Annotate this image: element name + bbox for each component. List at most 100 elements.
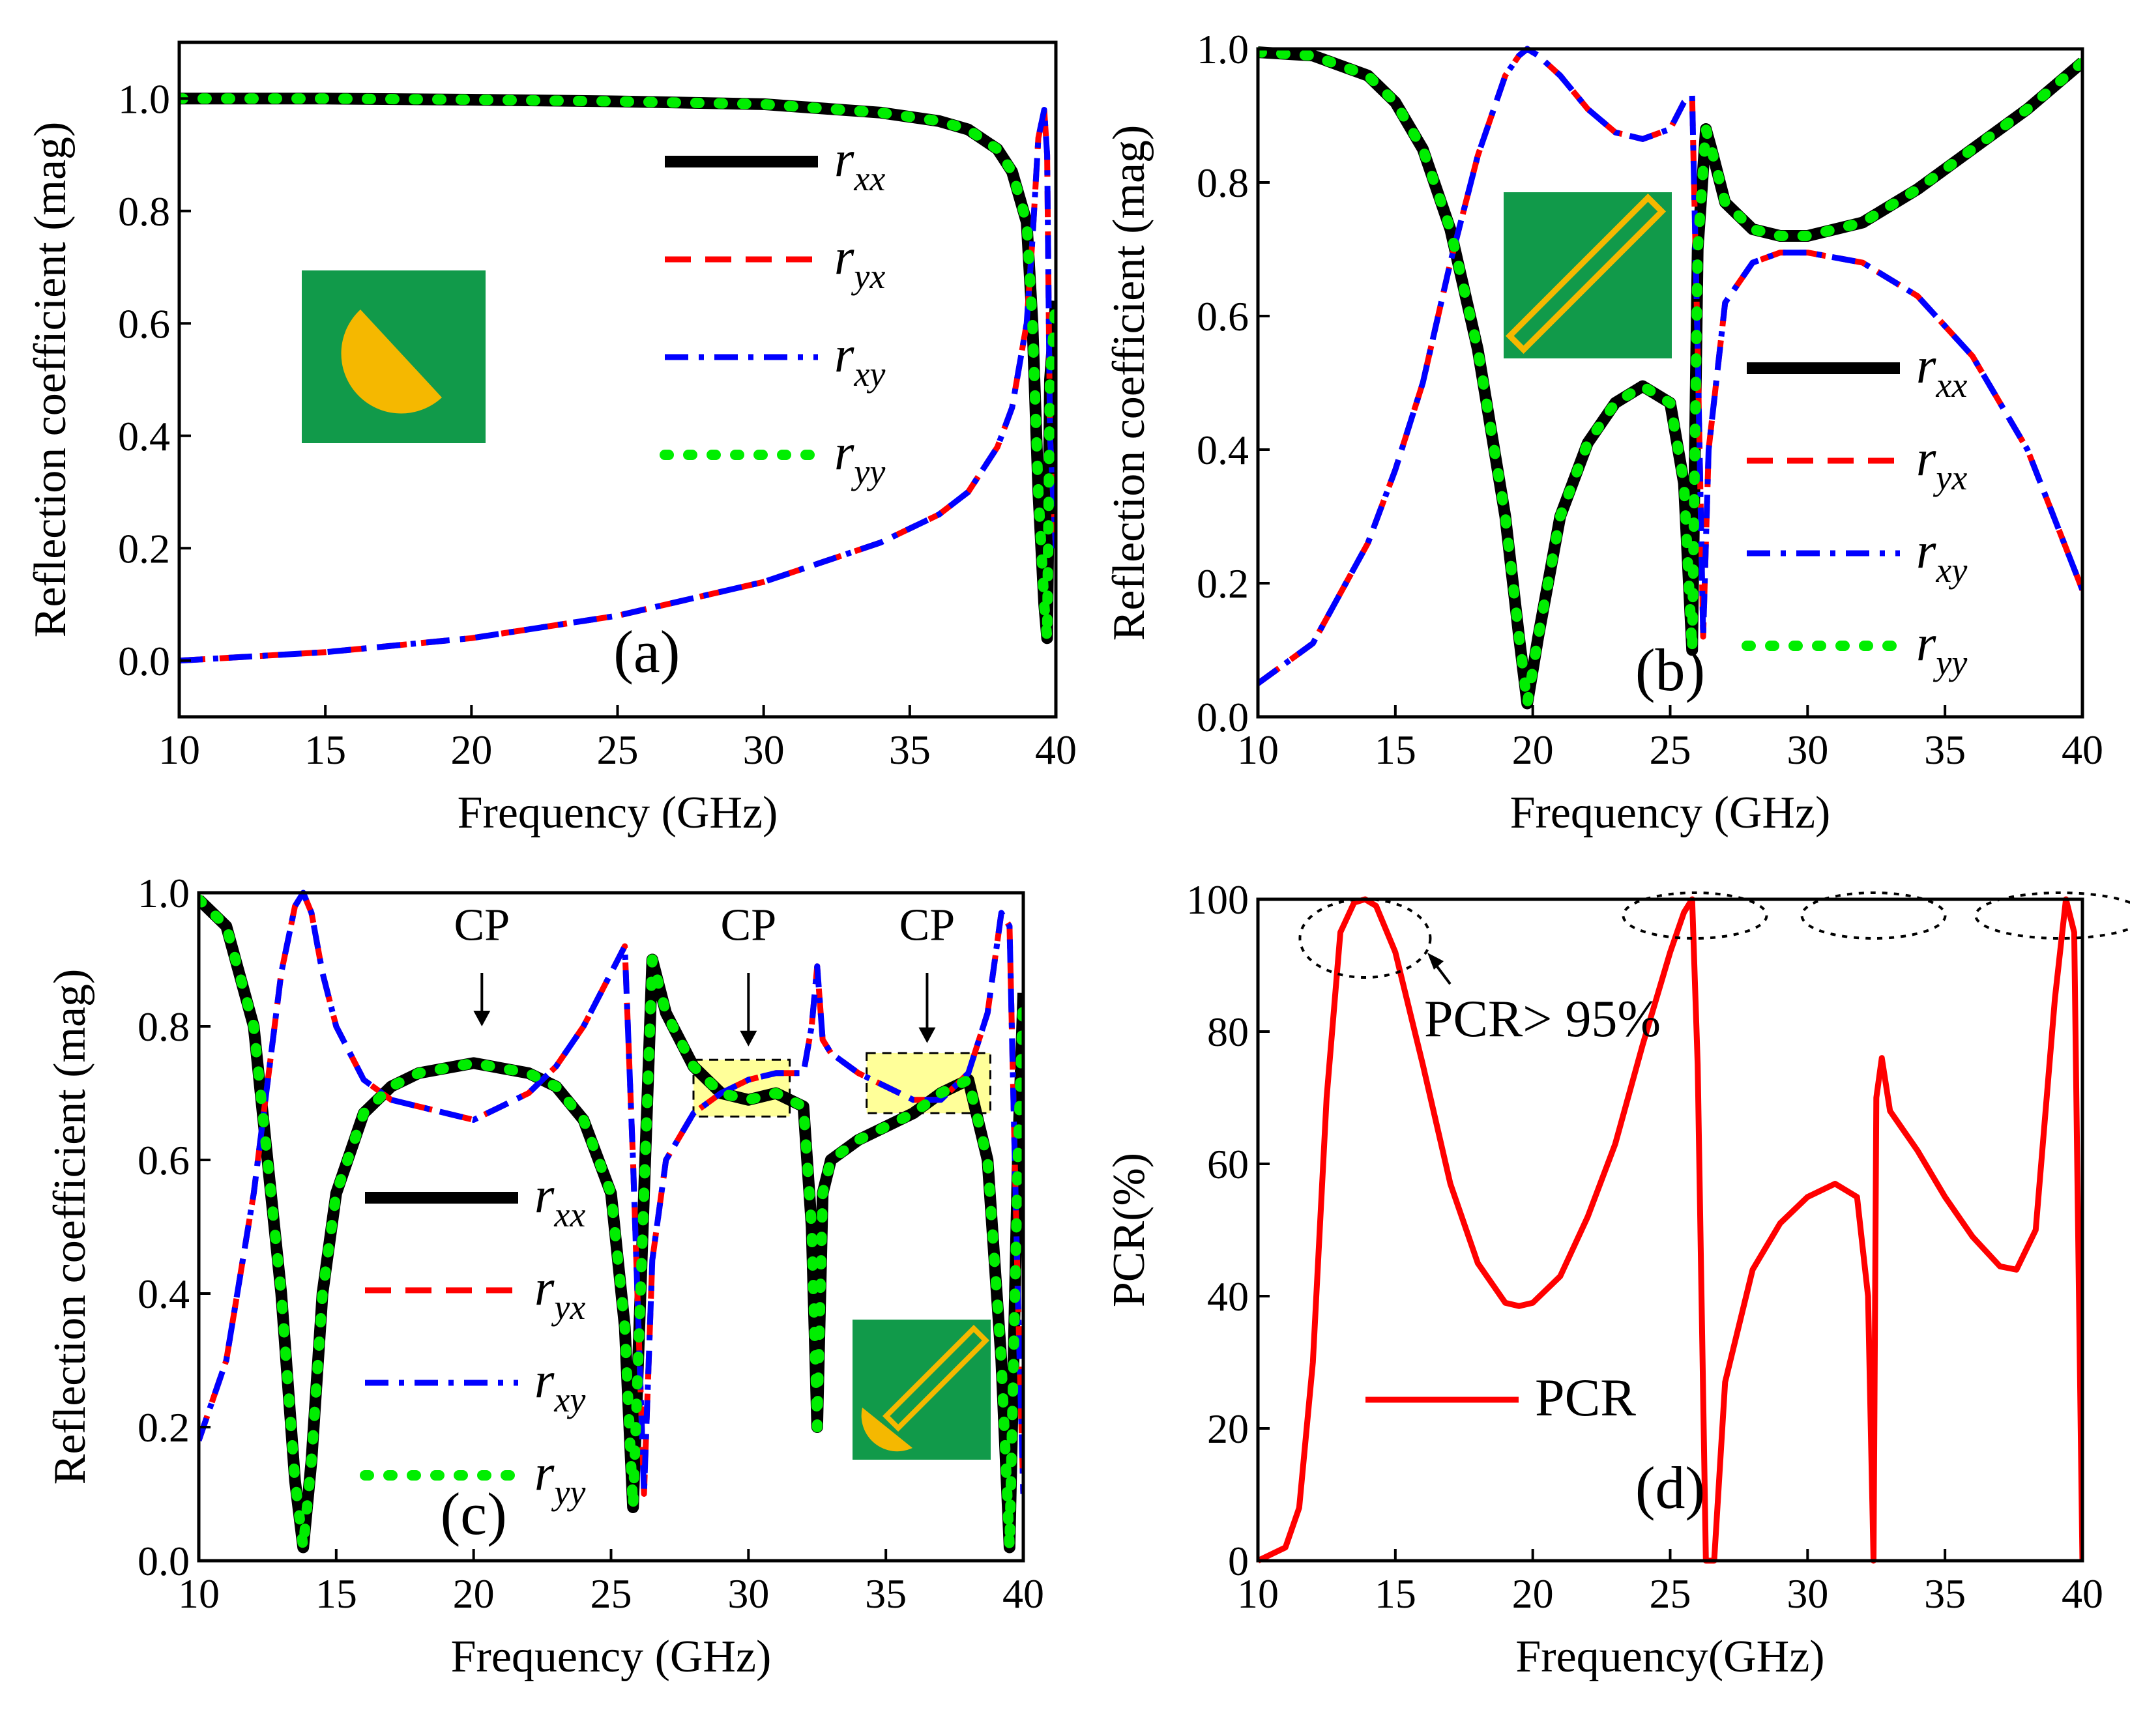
cp-label: CP xyxy=(899,901,956,951)
panel-label: (a) xyxy=(613,618,680,685)
peak-ellipse xyxy=(1974,891,2130,940)
x-tick-label: 20 xyxy=(453,1570,495,1617)
chart-panel-3: 10 15 20 25 30 35 40 0.0 0.2 0.4 0.6 0.8 1.0 Frequenc… xyxy=(45,870,1044,1682)
x-tick-label: 30 xyxy=(743,727,785,773)
series-line-r_xy xyxy=(1258,46,2082,686)
x-tick-label: 30 xyxy=(1787,727,1828,773)
inset-ring xyxy=(882,1324,990,1432)
x-tick-label: 15 xyxy=(315,1570,357,1617)
y-tick-label: 60 xyxy=(1207,1141,1249,1187)
y-tick-label: 0.6 xyxy=(1197,293,1249,340)
legend-label-r_xy: rxy xyxy=(1916,522,1967,590)
y-tick-label: 20 xyxy=(1207,1406,1249,1452)
y-tick-label: 0.0 xyxy=(138,1538,190,1584)
cp-arrow-head xyxy=(473,1011,491,1026)
cp-label: CP xyxy=(721,901,777,951)
x-tick-label: 10 xyxy=(1237,1570,1279,1617)
x-tick-label: 10 xyxy=(158,727,200,773)
x-tick-label: 40 xyxy=(2062,1570,2103,1617)
legend-base: r xyxy=(834,228,854,285)
y-tick-label: 1.0 xyxy=(138,870,190,916)
y-axis-label: Reflection coefficient (mag) xyxy=(1104,125,1154,641)
x-tick-label: 25 xyxy=(1650,1570,1691,1617)
legend-label-r_yy: ryy xyxy=(534,1444,585,1512)
peak-ellipse xyxy=(1800,891,1947,940)
legend-subscript: yy xyxy=(1933,643,1967,682)
x-axis-label: Frequency (GHz) xyxy=(451,1632,772,1682)
cp-label: CP xyxy=(454,901,510,951)
y-tick-label: 0.2 xyxy=(1197,560,1249,607)
legend-base: r xyxy=(534,1444,555,1501)
legend-subscript: yy xyxy=(851,452,885,491)
chart-panel-1: 10 15 20 25 30 35 40 0.0 0.2 0.4 0.6 0.8 1.0 Frequenc… xyxy=(25,40,1077,838)
y-tick-label: 0.8 xyxy=(1197,160,1249,206)
x-tick-label: 25 xyxy=(591,1570,632,1617)
legend-subscript: yx xyxy=(1933,458,1967,497)
x-tick-label: 20 xyxy=(1512,1570,1554,1617)
y-tick-label: 0 xyxy=(1228,1538,1249,1584)
peak-ellipse xyxy=(1298,898,1432,979)
x-tick-label: 35 xyxy=(1924,727,1966,773)
cp-arrow-head xyxy=(918,1027,936,1043)
inset-ring xyxy=(1505,193,1667,354)
legend-subscript: xy xyxy=(553,1380,585,1419)
inset-half-disk xyxy=(341,310,442,414)
legend-subscript: xx xyxy=(553,1195,585,1234)
series-line-r_yy xyxy=(199,894,1023,1553)
series-line-r_xy xyxy=(179,107,1056,664)
legend-base: r xyxy=(1916,337,1936,394)
x-tick-label: 35 xyxy=(865,1570,907,1617)
x-axis-label: Frequency (GHz) xyxy=(1510,788,1831,838)
x-tick-label: 40 xyxy=(1035,727,1077,773)
legend-subscript: xx xyxy=(853,159,885,198)
y-tick-label: 0.4 xyxy=(138,1271,190,1317)
x-tick-label: 10 xyxy=(1237,727,1279,773)
series-line-r_yx xyxy=(199,890,1023,1497)
legend-subscript: xx xyxy=(1935,366,1967,405)
legend-base: r xyxy=(1916,429,1936,486)
y-tick-label: 0.8 xyxy=(118,188,170,235)
pcr-annotation: PCR> 95% xyxy=(1424,991,1661,1048)
legend-base: r xyxy=(534,1352,555,1408)
panel-label: (c) xyxy=(441,1481,507,1547)
x-tick-label: 15 xyxy=(1375,1570,1416,1617)
legend-label-r_xy: rxy xyxy=(834,326,885,394)
x-tick-label: 20 xyxy=(1512,727,1554,773)
legend-label-r_yx: ryx xyxy=(534,1259,585,1327)
x-tick-label: 20 xyxy=(450,727,492,773)
inset-half-disk xyxy=(861,1408,912,1452)
x-tick-label: 10 xyxy=(178,1570,220,1617)
legend-label-r_xx: rxx xyxy=(534,1166,585,1234)
y-tick-label: 0.8 xyxy=(138,1004,190,1050)
x-tick-label: 35 xyxy=(1924,1570,1966,1617)
y-tick-label: 0.6 xyxy=(138,1137,190,1183)
legend-label-pcr: PCR xyxy=(1535,1368,1636,1427)
y-tick-label: 0.2 xyxy=(138,1404,190,1451)
peak-ellipse xyxy=(1622,891,1768,940)
x-tick-label: 40 xyxy=(1002,1570,1044,1617)
legend-label-r_xx: rxx xyxy=(1916,337,1967,405)
y-tick-label: 40 xyxy=(1207,1273,1249,1320)
legend-label-r_yy: ryy xyxy=(834,424,885,491)
x-tick-label: 25 xyxy=(1650,727,1691,773)
legend-base: r xyxy=(534,1259,555,1316)
annotation-arrow-head xyxy=(1427,953,1444,970)
y-tick-label: 0.0 xyxy=(1197,694,1249,740)
y-tick-label: 0.4 xyxy=(118,413,170,459)
legend-label-r_yy: ryy xyxy=(1916,615,1967,682)
legend-base: r xyxy=(1916,615,1936,671)
series-line-r_yy xyxy=(1258,47,2082,709)
x-axis-label: Frequency(GHz) xyxy=(1515,1632,1824,1682)
panel-label: (d) xyxy=(1635,1454,1705,1521)
legend-base: r xyxy=(1916,522,1936,579)
legend-label-r_yx: ryx xyxy=(1916,429,1967,497)
legend-base: r xyxy=(834,326,854,383)
y-tick-label: 100 xyxy=(1186,876,1249,923)
y-axis-label: Reflection coefficient (mag) xyxy=(25,122,76,638)
y-tick-label: 0.6 xyxy=(118,300,170,347)
x-tick-label: 40 xyxy=(2062,727,2103,773)
x-tick-label: 15 xyxy=(1375,727,1416,773)
legend-label-r_yx: ryx xyxy=(834,228,885,296)
panel-label: (b) xyxy=(1635,637,1705,703)
